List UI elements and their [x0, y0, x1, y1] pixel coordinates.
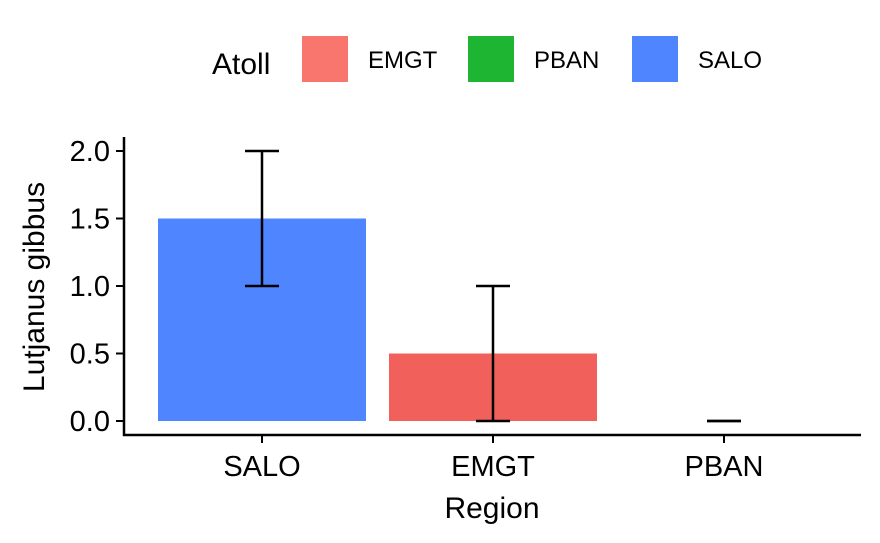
- errorbar-salo: [245, 149, 279, 288]
- y-tick-label: 2.0: [70, 136, 110, 168]
- x-tick-label-salo: SALO: [223, 451, 300, 483]
- legend-label-emgt: EMGT: [368, 47, 438, 74]
- errorbars-group: [245, 149, 741, 423]
- legend-item-salo: SALO: [632, 36, 762, 82]
- y-tick-label: 1.0: [70, 271, 110, 303]
- y-ticks: 0.0 0.5 1.0 1.5 2.0: [70, 136, 124, 438]
- legend-label-salo: SALO: [698, 47, 762, 74]
- legend-item-emgt: EMGT: [302, 36, 438, 82]
- bars-group: [158, 218, 597, 421]
- legend: Atoll EMGT PBAN SALO: [212, 36, 762, 82]
- x-ticks: SALO EMGT PBAN: [223, 435, 763, 483]
- legend-key-emgt: [302, 36, 348, 82]
- y-axis-title: Lutjanus gibbus: [18, 182, 51, 392]
- y-tick-label: 0.5: [70, 339, 110, 371]
- legend-key-pban: [468, 36, 514, 82]
- x-tick-label-emgt: EMGT: [451, 451, 535, 483]
- legend-key-salo: [632, 36, 678, 82]
- x-tick-label-pban: PBAN: [685, 451, 764, 483]
- errorbar-emgt: [476, 284, 510, 423]
- legend-title: Atoll: [212, 48, 270, 81]
- legend-item-pban: PBAN: [468, 36, 599, 82]
- y-tick-label: 0.0: [70, 406, 110, 438]
- y-tick-label: 1.5: [70, 204, 110, 236]
- x-axis-title: Region: [444, 492, 539, 525]
- legend-label-pban: PBAN: [534, 47, 599, 74]
